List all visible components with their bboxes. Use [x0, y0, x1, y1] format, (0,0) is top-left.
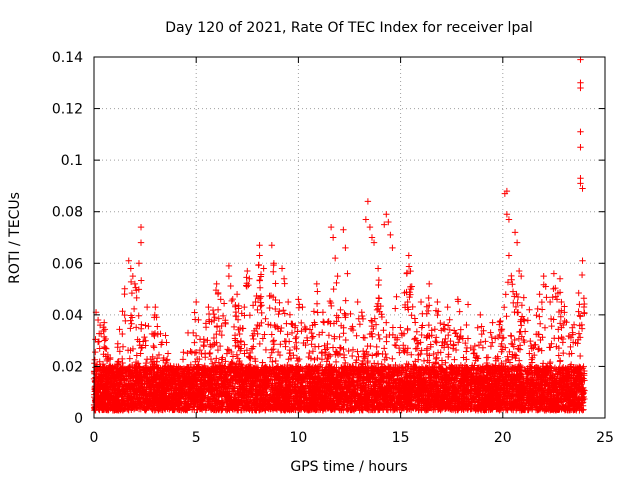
roti-chart: 051015202500.020.040.060.080.10.120.14 D…: [0, 0, 640, 480]
chart-canvas: 051015202500.020.040.060.080.10.120.14 D…: [0, 0, 640, 480]
